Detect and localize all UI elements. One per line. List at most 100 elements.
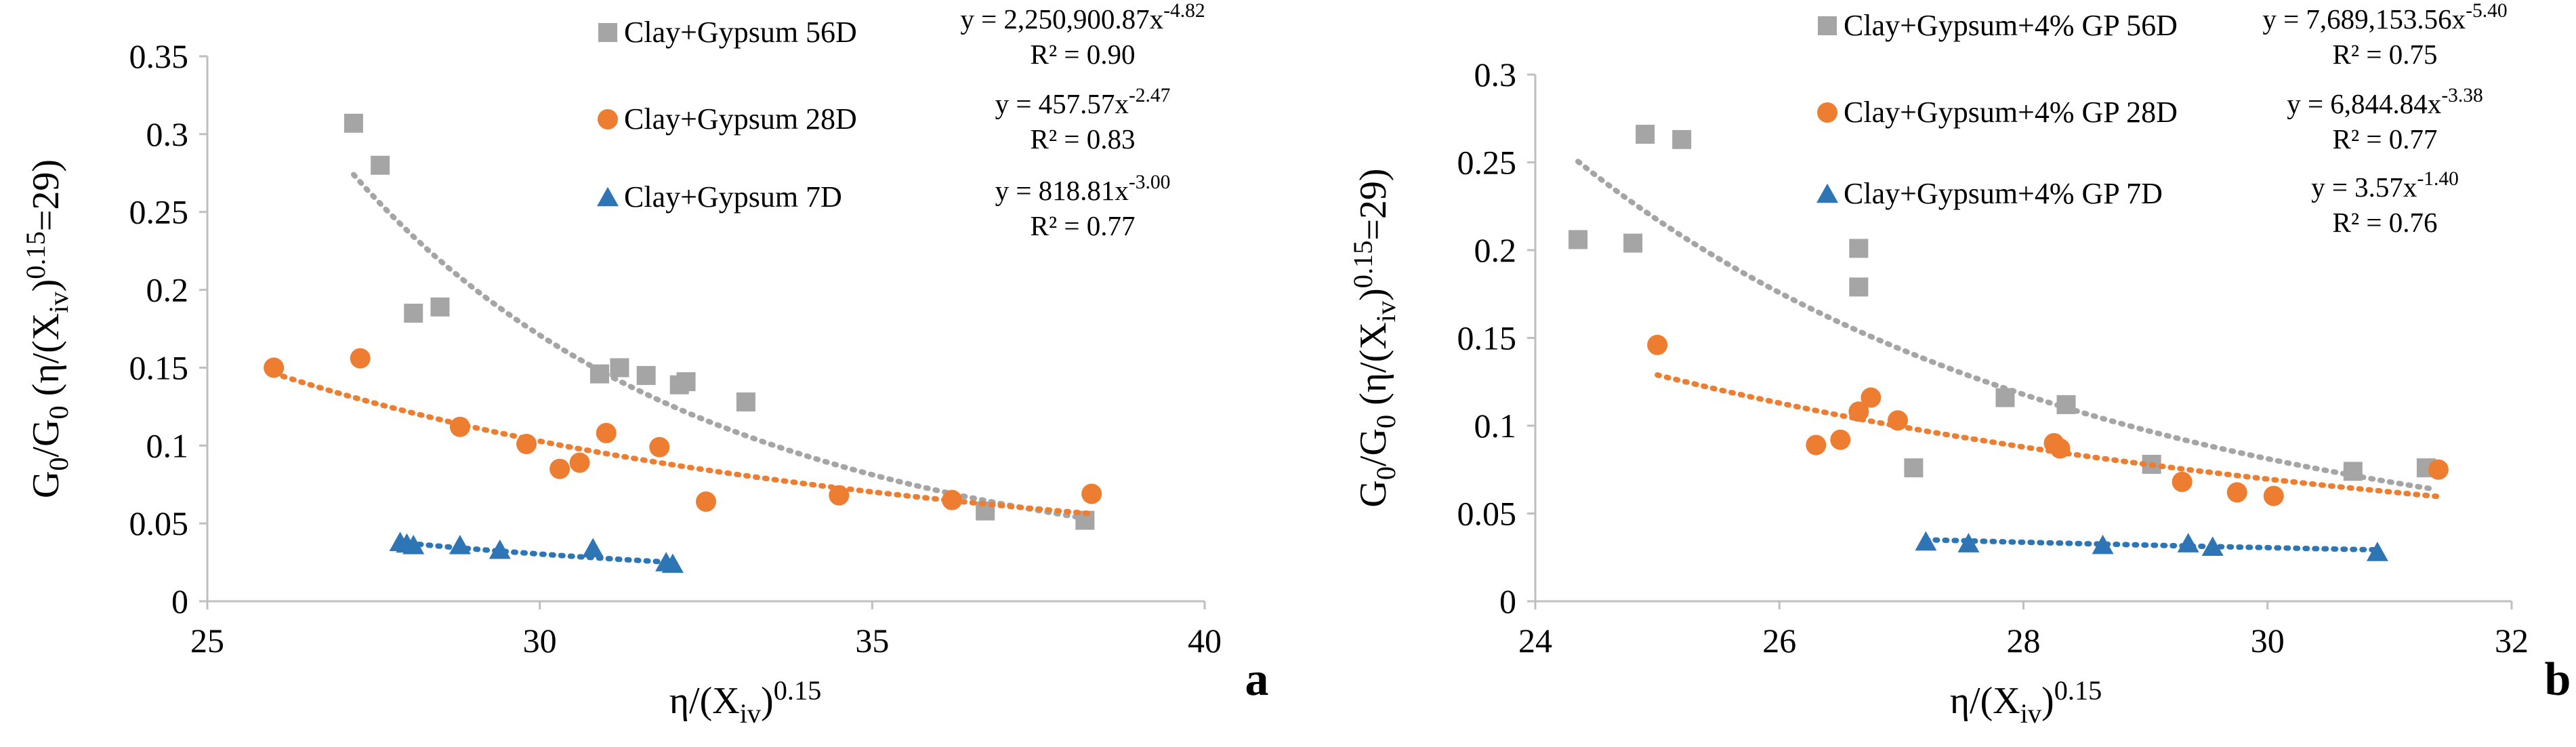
y-tick-label: 0.25 bbox=[1457, 144, 1517, 182]
data-point bbox=[1647, 334, 1668, 355]
data-point bbox=[1861, 387, 1882, 408]
legend-marker bbox=[597, 186, 619, 207]
y-tick-label: 0.2 bbox=[1474, 231, 1517, 269]
x-tick-label: 32 bbox=[2495, 622, 2529, 660]
data-point bbox=[371, 155, 390, 175]
x-tick-label: 25 bbox=[190, 622, 224, 660]
series-2 bbox=[1647, 334, 2449, 506]
data-point bbox=[1081, 483, 1102, 504]
data-point bbox=[516, 433, 537, 454]
data-point bbox=[1849, 239, 1869, 258]
data-point bbox=[2177, 533, 2199, 552]
x-axis-title: η/(Xiv)0.15 bbox=[1950, 675, 2102, 729]
x-tick-label: 30 bbox=[2251, 622, 2285, 660]
data-point bbox=[2056, 395, 2076, 414]
data-point bbox=[549, 458, 570, 479]
data-point bbox=[676, 372, 696, 392]
data-point bbox=[589, 364, 609, 384]
series-2 bbox=[264, 348, 1102, 517]
series-3 bbox=[1915, 531, 2388, 561]
series-3 bbox=[389, 531, 684, 573]
data-point bbox=[1887, 410, 1908, 431]
data-point bbox=[1849, 277, 1869, 297]
x-axis-title: η/(Xiv)0.15 bbox=[669, 675, 822, 729]
data-point bbox=[430, 297, 450, 317]
y-tick-label: 0 bbox=[1499, 582, 1516, 620]
y-tick-label: 0.35 bbox=[129, 37, 189, 75]
trend-equation: y = 3.57x-1.40 bbox=[2311, 168, 2459, 203]
r-squared: R² = 0.77 bbox=[2332, 123, 2437, 155]
data-point bbox=[636, 365, 656, 385]
legend-label: Clay+Gypsum 28D bbox=[624, 102, 857, 136]
data-point bbox=[344, 113, 363, 133]
legend-marker bbox=[1816, 183, 1838, 203]
r-squared: R² = 0.75 bbox=[2332, 39, 2437, 70]
data-point bbox=[1904, 458, 1924, 478]
trend-equation: y = 457.57x-2.47 bbox=[995, 85, 1171, 119]
x-tick-label: 28 bbox=[2007, 622, 2041, 660]
x-tick-label: 35 bbox=[855, 622, 889, 660]
x-tick-label: 40 bbox=[1188, 622, 1222, 660]
data-point bbox=[449, 535, 471, 554]
data-point bbox=[2343, 462, 2363, 481]
legend-label: Clay+Gypsum 56D bbox=[624, 16, 857, 49]
data-point bbox=[942, 489, 963, 510]
data-point bbox=[649, 437, 670, 458]
data-point bbox=[2201, 536, 2224, 557]
x-tick-label: 26 bbox=[1762, 622, 1796, 660]
data-point bbox=[582, 538, 604, 558]
trend-equation: y = 6,844.84x-3.38 bbox=[2287, 85, 2483, 119]
y-tick-label: 0.3 bbox=[1474, 56, 1517, 94]
x-tick-label: 24 bbox=[1518, 622, 1552, 660]
data-point bbox=[489, 539, 511, 559]
panel-letter: b bbox=[2545, 653, 2571, 706]
trendline bbox=[1923, 537, 2380, 553]
y-tick-label: 0.2 bbox=[146, 271, 189, 309]
data-point bbox=[1623, 233, 1643, 253]
data-point bbox=[1636, 125, 1655, 144]
data-point bbox=[2092, 534, 2114, 554]
data-point bbox=[350, 348, 371, 369]
data-point bbox=[596, 422, 617, 443]
data-point bbox=[2226, 482, 2247, 503]
data-point bbox=[1848, 401, 1869, 422]
legend-marker bbox=[1818, 16, 1837, 35]
series-1 bbox=[1569, 125, 2436, 492]
trendline bbox=[350, 171, 1088, 521]
data-point bbox=[2263, 485, 2284, 506]
trend-equation: y = 818.81x-3.00 bbox=[995, 171, 1171, 206]
data-point bbox=[1806, 435, 1827, 456]
data-point bbox=[696, 491, 716, 512]
y-tick-label: 0.1 bbox=[146, 426, 189, 464]
data-point bbox=[829, 485, 850, 506]
y-axis-title: G0/G0 (η/(Xiv)0.15=29) bbox=[1348, 168, 1401, 507]
data-point bbox=[2050, 438, 2071, 459]
chart-panel-a: 0 0.05 0.1 0.15 0.2 0.25 0.3 0.35 25 30 35 40 η/(Xiv… bbox=[20, 0, 1269, 729]
data-point bbox=[2366, 542, 2388, 561]
y-tick-label: 0.3 bbox=[146, 115, 189, 153]
trend-equation: y = 2,250,900.87x-4.82 bbox=[960, 0, 1205, 35]
data-point bbox=[264, 357, 285, 378]
data-point bbox=[2172, 471, 2193, 492]
legend-label: Clay+Gypsum 7D bbox=[624, 180, 842, 214]
data-point bbox=[2428, 459, 2449, 480]
r-squared: R² = 0.90 bbox=[1030, 39, 1135, 70]
data-point bbox=[449, 416, 470, 437]
data-point bbox=[404, 304, 423, 323]
legend-label: Clay+Gypsum+4% GP 7D bbox=[1844, 177, 2163, 210]
chart-panel-b: 0 0.05 0.1 0.15 0.2 0.25 0.3 24 26 28 30 32 η/(Xiv)0… bbox=[1348, 0, 2571, 729]
legend-marker bbox=[598, 23, 617, 42]
data-point bbox=[1569, 230, 1588, 249]
y-tick-label: 0.05 bbox=[1457, 495, 1517, 533]
x-tick-label: 30 bbox=[523, 622, 557, 660]
r-squared: R² = 0.77 bbox=[1030, 210, 1135, 241]
data-point bbox=[569, 452, 590, 473]
data-point bbox=[1995, 388, 2015, 407]
data-point bbox=[1915, 531, 1937, 551]
trend-equation: y = 7,689,153.56x-5.40 bbox=[2262, 0, 2507, 35]
trendline bbox=[397, 540, 669, 565]
data-point bbox=[402, 535, 425, 554]
legend-marker bbox=[1817, 102, 1837, 123]
